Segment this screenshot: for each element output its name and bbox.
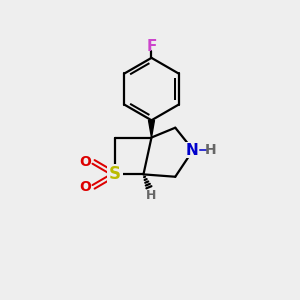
Text: N: N xyxy=(185,142,198,158)
Text: H: H xyxy=(146,189,157,202)
Text: F: F xyxy=(146,39,157,54)
Polygon shape xyxy=(148,120,154,137)
Text: S: S xyxy=(109,165,121,183)
Text: O: O xyxy=(79,155,91,169)
Text: O: O xyxy=(79,180,91,194)
Text: H: H xyxy=(205,143,216,157)
